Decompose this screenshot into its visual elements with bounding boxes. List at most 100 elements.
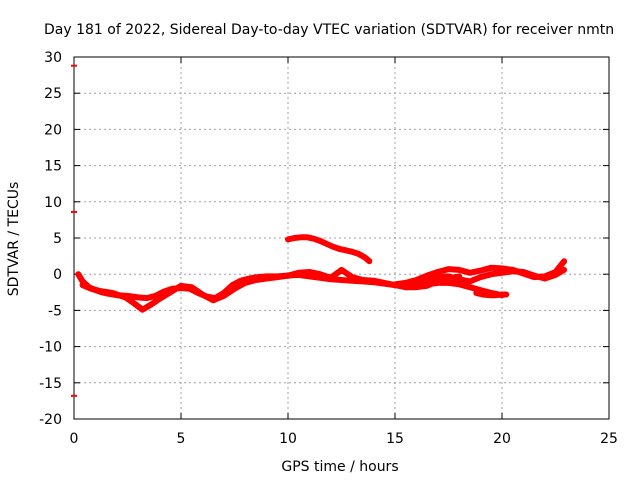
data-point: [317, 238, 323, 244]
data-point: [343, 247, 349, 253]
data-point: [189, 284, 195, 290]
data-point: [338, 267, 345, 273]
data-point: [492, 292, 499, 298]
data-point: [323, 241, 330, 247]
y-tick-label: 25: [44, 86, 62, 102]
data-point: [122, 294, 128, 300]
data-point: [336, 246, 342, 252]
series-line: [79, 266, 463, 313]
y-tick-label: 10: [44, 195, 62, 211]
data-point: [362, 254, 368, 261]
data-point: [274, 274, 280, 280]
data-point: [510, 268, 516, 274]
data-point: [285, 236, 291, 243]
data-point: [371, 278, 377, 284]
data-point: [403, 284, 409, 290]
x-axis-label: GPS time / hours: [281, 459, 398, 475]
data-point: [467, 270, 473, 276]
x-tick-label: 25: [600, 431, 618, 447]
data-point: [531, 273, 537, 279]
data-point: [499, 291, 505, 298]
y-axis-ticks: 30 25 20 15 10 5 0 -5 -10 -15 -20: [39, 50, 609, 428]
y-tick-label: 15: [44, 159, 62, 175]
series-5: [402, 266, 568, 291]
data-point: [242, 280, 248, 286]
y-tick-label: -15: [39, 376, 62, 392]
data-point: [304, 234, 310, 240]
data-point: [144, 295, 150, 301]
data-point: [253, 277, 259, 283]
data-point: [349, 249, 355, 255]
data-point: [503, 291, 509, 298]
x-tick-label: 0: [70, 431, 79, 447]
data-point: [467, 284, 473, 290]
data-point: [97, 288, 103, 294]
data-point: [79, 282, 86, 288]
y-tick-label: -20: [39, 412, 62, 428]
data-point: [488, 271, 494, 277]
data-point: [330, 244, 336, 250]
data-point: [360, 277, 366, 283]
data-point: [445, 266, 452, 272]
data-point: [561, 258, 567, 264]
x-tick-label: 15: [386, 431, 404, 447]
data-series: [75, 234, 568, 313]
data-point: [520, 269, 527, 275]
series-line: [402, 266, 568, 291]
y-tick-label: -10: [39, 340, 62, 356]
y-axis-label: SDTVAR / TECUs: [6, 182, 22, 297]
data-point: [231, 286, 238, 292]
data-point: [480, 291, 486, 298]
data-point: [456, 281, 462, 287]
data-point: [499, 270, 505, 276]
data-point: [178, 283, 184, 289]
data-point: [456, 267, 462, 273]
y-tick-label: 20: [44, 122, 62, 138]
x-tick-label: 20: [493, 431, 511, 447]
data-point: [486, 292, 492, 298]
data-point: [291, 235, 298, 241]
data-point: [75, 271, 81, 277]
data-point: [311, 236, 317, 242]
data-point: [366, 258, 372, 264]
series-line: [285, 234, 373, 265]
x-axis-ticks: 0 5 10 15 20 25: [70, 57, 618, 447]
data-point: [445, 273, 452, 279]
data-point: [285, 273, 291, 279]
data-point: [298, 234, 304, 240]
data-point: [328, 275, 334, 281]
data-point: [542, 275, 548, 282]
data-point: [167, 289, 173, 295]
y-tick-label: 30: [44, 50, 62, 66]
data-point: [381, 280, 387, 286]
data-point: [296, 270, 302, 276]
data-point: [488, 265, 494, 271]
data-point: [338, 277, 345, 283]
data-point: [317, 271, 323, 277]
data-point: [435, 274, 441, 280]
data-point: [561, 267, 567, 273]
x-tick-label: 10: [279, 431, 297, 447]
data-point: [552, 272, 559, 278]
data-point: [221, 293, 227, 299]
data-point: [148, 302, 154, 308]
series-6: [473, 290, 510, 299]
data-point: [413, 277, 419, 283]
data-point: [131, 300, 137, 306]
data-point: [199, 291, 205, 298]
grid-lines: [74, 57, 609, 419]
data-point: [392, 281, 398, 287]
data-point: [473, 290, 479, 296]
data-point: [88, 286, 94, 292]
series-3: [285, 234, 373, 265]
x-tick-label: 5: [177, 431, 186, 447]
data-point: [478, 267, 484, 274]
data-point: [109, 290, 116, 296]
y-tick-label: 0: [53, 267, 62, 283]
data-point: [424, 278, 430, 285]
left-edge-markers: [71, 64, 77, 397]
data-point: [264, 275, 270, 282]
y-tick-label: -5: [48, 303, 62, 319]
data-point: [424, 273, 430, 279]
